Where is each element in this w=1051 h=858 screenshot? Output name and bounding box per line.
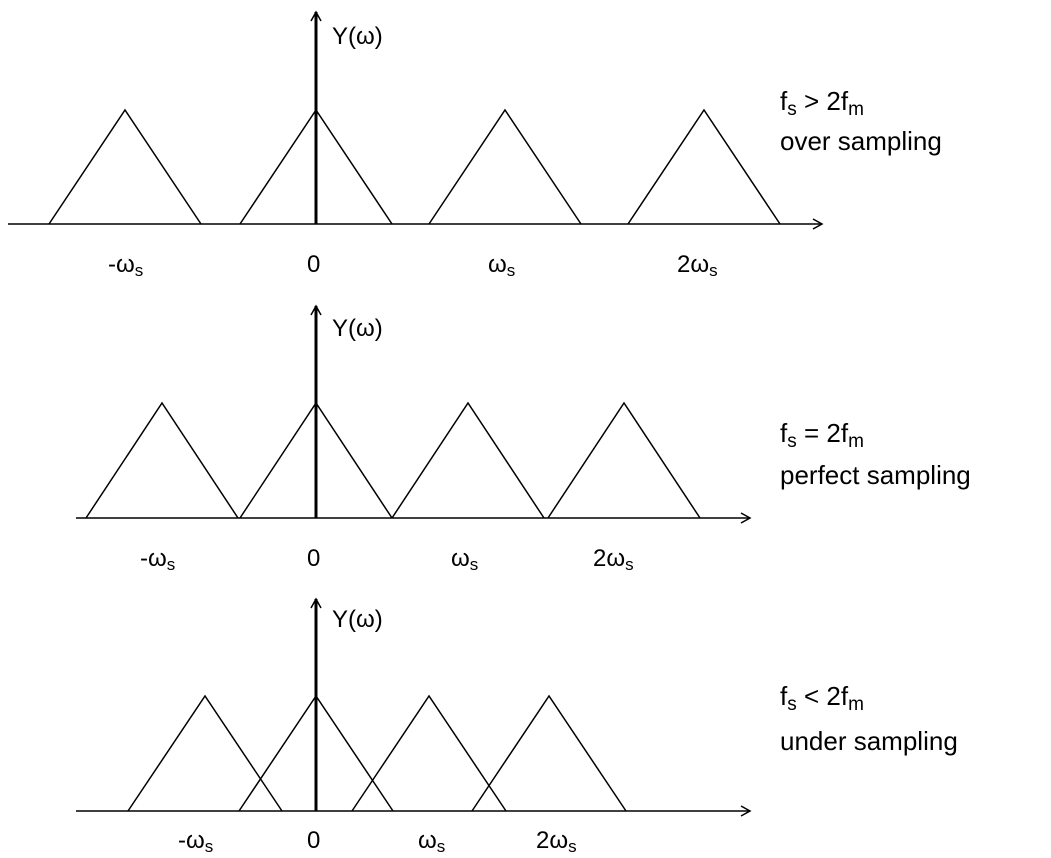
tick-label-2ws: 2ωs	[593, 545, 634, 574]
spectrum-replica-2ws	[627, 108, 781, 225]
spectrum-replica-baseband	[239, 108, 393, 225]
y-axis-label: Y(ω)	[332, 606, 383, 633]
sampling-description: perfect sampling	[780, 460, 971, 490]
tick-label-zero: 0	[307, 251, 320, 278]
sampling-description: under sampling	[780, 726, 958, 756]
panel-over-sampling: Y(ω) -ωs 0 ωs 2ωs fs > 2fm over sampling	[8, 10, 942, 280]
tick-label-zero: 0	[307, 545, 320, 572]
spectrum-replica-minus-ws	[127, 694, 283, 812]
y-axis-label: Y(ω)	[332, 315, 383, 342]
sampling-condition: fs > 2fm	[780, 86, 864, 120]
spectrum-replica-minus-ws	[85, 401, 239, 519]
panel-perfect-sampling: Y(ω) -ωs 0 ωs 2ωs fs = 2fm perfect sampl…	[76, 304, 971, 574]
tick-label-2ws: 2ωs	[536, 827, 577, 856]
tick-label-zero: 0	[307, 827, 320, 854]
tick-label-ws: ωs	[488, 251, 515, 280]
spectrum-replica-2ws	[471, 694, 627, 812]
spectrum-replica-baseband	[238, 694, 394, 812]
sampling-condition: fs = 2fm	[780, 418, 864, 452]
tick-label-ws: ωs	[451, 545, 478, 574]
spectrum-replica-ws	[428, 108, 582, 225]
spectrum-replica-ws	[351, 694, 507, 812]
spectrum-replica-ws	[391, 401, 545, 519]
tick-label-2ws: 2ωs	[677, 251, 718, 280]
sampling-condition: fs < 2fm	[780, 681, 864, 715]
y-axis-label: Y(ω)	[332, 23, 383, 50]
spectrum-replica-minus-ws	[48, 108, 202, 225]
sampling-description: over sampling	[780, 126, 942, 156]
tick-label-minus-ws: -ωs	[108, 251, 143, 280]
tick-label-ws: ωs	[418, 827, 445, 856]
tick-label-minus-ws: -ωs	[140, 545, 175, 574]
tick-label-minus-ws: -ωs	[178, 827, 213, 856]
panel-under-sampling: Y(ω) -ωs 0 ωs 2ωs fs < 2fm under samplin…	[76, 597, 958, 856]
spectrum-replica-2ws	[547, 401, 701, 519]
spectrum-replica-baseband	[239, 401, 393, 519]
